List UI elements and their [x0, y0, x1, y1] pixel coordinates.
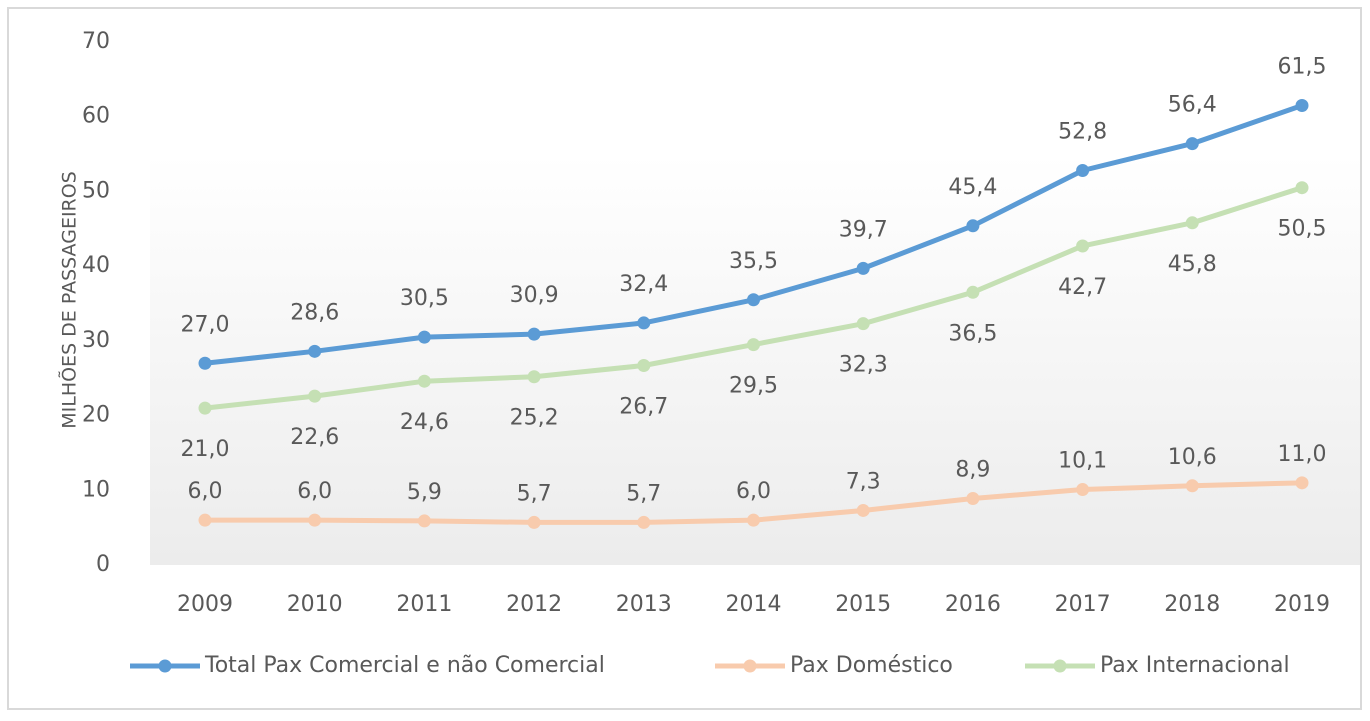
y-tick-label: 30	[82, 328, 110, 353]
data-label: 52,8	[1058, 120, 1107, 145]
point	[747, 513, 760, 527]
y-tick-label: 0	[96, 552, 110, 577]
point	[637, 316, 651, 330]
y-tick-label: 50	[82, 178, 110, 203]
point	[198, 401, 212, 415]
data-label: 29,5	[729, 374, 778, 399]
point	[966, 219, 980, 233]
point	[198, 356, 212, 370]
point	[308, 389, 322, 403]
y-tick-label: 10	[82, 477, 110, 502]
point	[417, 374, 431, 388]
point	[308, 513, 322, 527]
x-tick-label: 2010	[287, 592, 343, 617]
data-label: 5,7	[517, 481, 552, 506]
data-label: 32,4	[619, 272, 668, 297]
data-label: 5,7	[626, 481, 661, 506]
data-label: 6,0	[188, 479, 223, 504]
legend-label: Total Pax Comercial e não Comercial	[204, 653, 605, 678]
data-label: 22,6	[290, 425, 339, 450]
point	[747, 338, 760, 352]
data-label: 50,5	[1278, 217, 1327, 242]
legend-marker	[743, 659, 757, 673]
x-tick-label: 2013	[616, 592, 672, 617]
data-label: 25,2	[510, 406, 559, 431]
data-label: 28,6	[290, 300, 339, 325]
point	[527, 515, 541, 529]
point	[966, 492, 980, 506]
x-tick-label: 2012	[506, 592, 562, 617]
data-label: 27,0	[181, 312, 230, 337]
point	[1076, 239, 1090, 253]
data-label: 10,6	[1168, 445, 1217, 470]
point	[1076, 483, 1090, 497]
point	[856, 261, 870, 275]
x-tick-label: 2016	[945, 592, 1001, 617]
x-tick-label: 2018	[1164, 592, 1220, 617]
data-label: 56,4	[1168, 93, 1217, 118]
y-tick-label: 40	[82, 253, 110, 278]
data-label: 7,3	[846, 469, 881, 494]
legend-label: Pax Internacional	[1100, 653, 1290, 678]
x-tick-label: 2015	[835, 592, 891, 617]
point	[1295, 181, 1309, 195]
point	[1185, 479, 1199, 493]
x-tick-label: 2017	[1055, 592, 1111, 617]
data-label: 6,0	[736, 479, 771, 504]
point	[856, 503, 870, 517]
x-tick-label: 2019	[1274, 592, 1330, 617]
y-axis-label: MILHÕES DE PASSAGEIROS	[58, 171, 81, 429]
point	[637, 515, 651, 529]
data-label: 30,5	[400, 286, 449, 311]
data-label: 36,5	[948, 321, 997, 346]
data-label: 6,0	[297, 479, 332, 504]
point	[527, 370, 541, 384]
data-label: 35,5	[729, 249, 778, 274]
data-label: 45,4	[948, 175, 997, 200]
y-tick-label: 70	[82, 29, 110, 54]
point	[637, 359, 651, 373]
plot-background	[150, 155, 1360, 565]
point	[1185, 137, 1199, 151]
point	[966, 285, 980, 299]
data-label: 24,6	[400, 410, 449, 435]
x-tick-label: 2009	[177, 592, 233, 617]
x-tick-label: 2014	[726, 592, 782, 617]
legend-marker	[158, 659, 172, 673]
legend-label: Pax Doméstico	[790, 653, 953, 678]
legend-marker	[1053, 659, 1067, 673]
data-label: 45,8	[1168, 252, 1217, 277]
data-label: 61,5	[1278, 55, 1327, 80]
point	[417, 330, 431, 344]
point	[856, 317, 870, 331]
data-label: 32,3	[839, 353, 888, 378]
point	[1185, 216, 1199, 230]
point	[1076, 164, 1090, 178]
x-tick-label: 2011	[396, 592, 452, 617]
data-label: 8,9	[955, 458, 990, 483]
data-label: 42,7	[1058, 275, 1107, 300]
data-label: 5,9	[407, 480, 442, 505]
point	[527, 327, 541, 341]
data-label: 21,0	[181, 437, 230, 462]
y-tick-label: 20	[82, 403, 110, 428]
data-label: 26,7	[619, 395, 668, 420]
data-label: 11,0	[1278, 442, 1327, 467]
point	[1295, 476, 1309, 490]
point	[308, 344, 322, 358]
point	[198, 513, 212, 527]
point	[417, 514, 431, 528]
y-tick-label: 60	[82, 104, 110, 129]
data-label: 10,1	[1058, 449, 1107, 474]
point	[747, 293, 760, 307]
data-label: 39,7	[839, 217, 888, 242]
data-label: 30,9	[510, 283, 559, 308]
point	[1295, 99, 1309, 113]
